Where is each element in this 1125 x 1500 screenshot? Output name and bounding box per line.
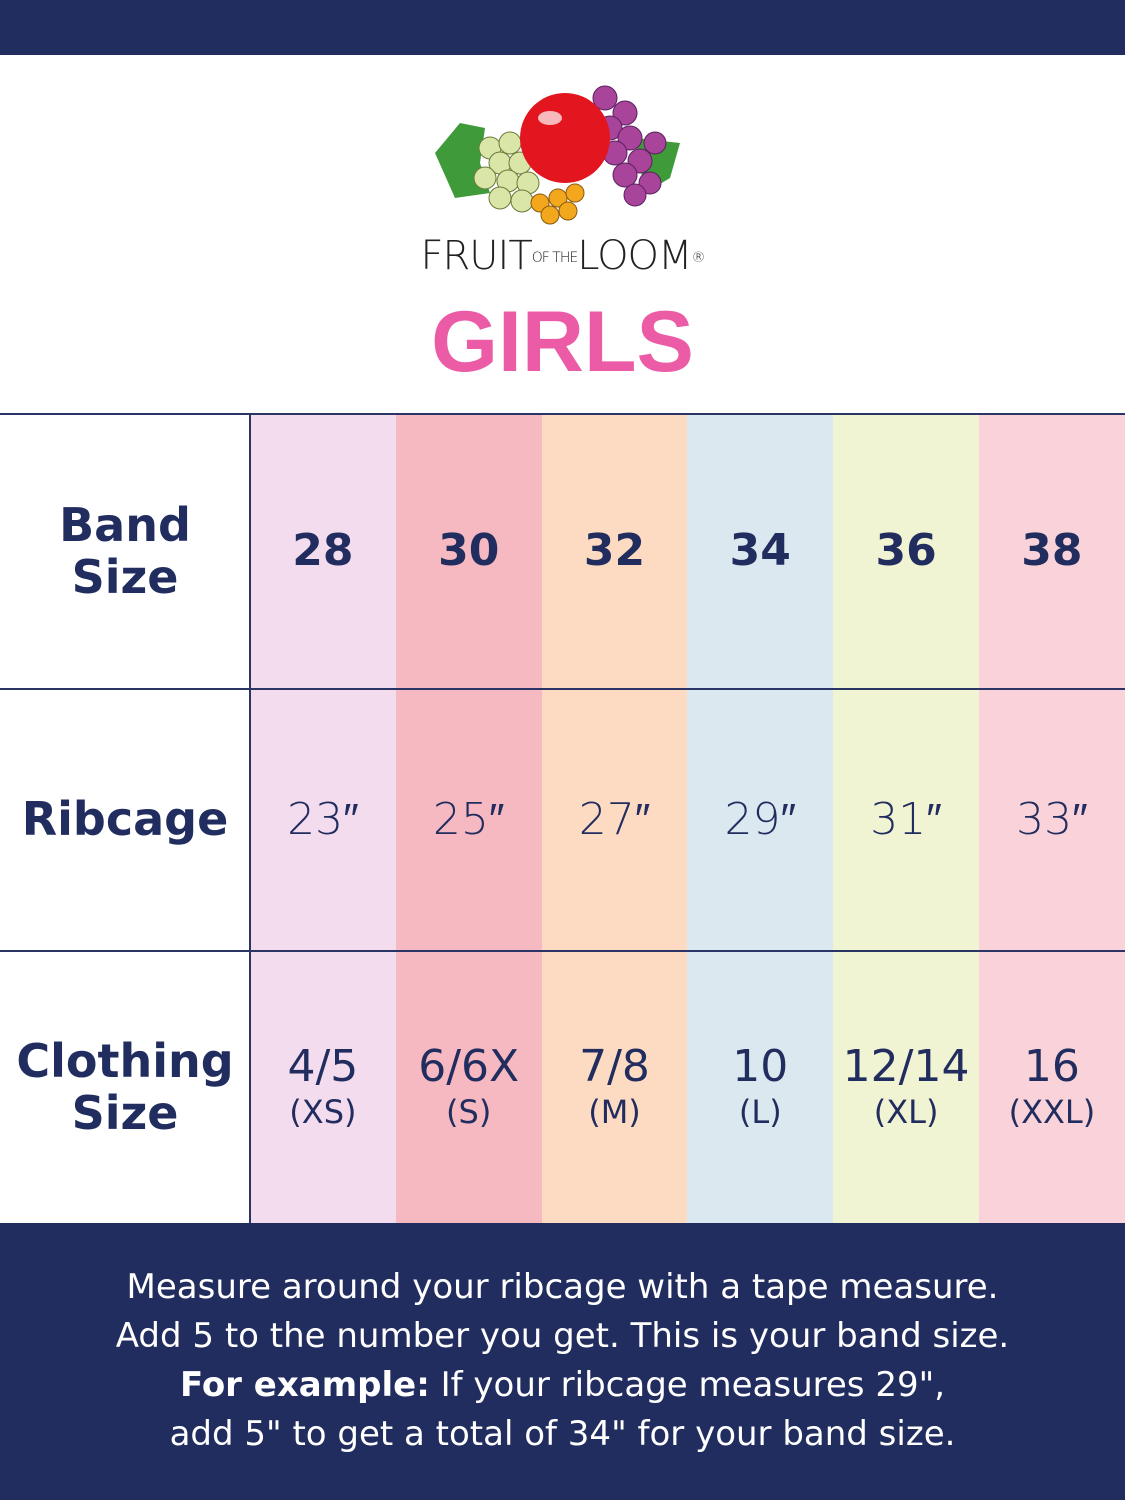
row-divider (0, 950, 1125, 952)
band-size-cell: 38 (1021, 525, 1083, 576)
row-divider (0, 688, 1125, 690)
size-column (250, 413, 396, 1223)
instruction-line: add 5" to get a total of 34" for your ba… (169, 1414, 956, 1454)
clothing-size: 16 (1023, 1040, 1080, 1092)
instructions-footer: Measure around your ribcage with a tape … (0, 1223, 1125, 1500)
size-chart-table: Band Size Ribcage Clothing Size 28 23″ 4/5… (0, 413, 1125, 1223)
letter-size: (XS) (289, 1092, 357, 1131)
letter-size: (M) (588, 1092, 641, 1131)
size-column (541, 413, 688, 1223)
row-header-clothing-size: Clothing Size (16, 1033, 234, 1140)
clothing-size-cell: 10 (L) (687, 950, 833, 1223)
column-divider (249, 413, 251, 1223)
band-size-cell: 32 (583, 525, 646, 576)
letter-size: (S) (446, 1092, 492, 1131)
letter-size: (L) (738, 1092, 782, 1131)
brand-wordmark: FRUITOF THELOOM® (420, 233, 705, 279)
row-divider (0, 413, 1125, 415)
band-size-cell: 36 (875, 525, 937, 576)
header: FRUITOF THELOOM® GIRLS (0, 55, 1125, 413)
page-title: GIRLS (431, 294, 694, 390)
row-header-band-size: Band Size (59, 497, 191, 604)
size-column (979, 413, 1125, 1223)
clothing-size-cell: 7/8 (M) (542, 950, 688, 1223)
ribcage-cell: 27″ (578, 793, 651, 845)
ribcage-cell: 23″ (287, 793, 359, 845)
clothing-size: 7/8 (579, 1040, 650, 1092)
clothing-size: 4/5 (287, 1040, 359, 1092)
band-size-cell: 28 (292, 525, 354, 576)
ribcage-cell: 31″ (870, 793, 942, 845)
instruction-line: Add 5 to the number you get. This is you… (115, 1316, 1010, 1356)
letter-size: (XL) (873, 1092, 939, 1131)
example-label: For example: (179, 1365, 430, 1405)
ribcage-cell: 29″ (724, 793, 797, 845)
band-size-cell: 30 (438, 525, 500, 576)
clothing-size: 12/14 (842, 1040, 970, 1092)
fruit-logo-icon (435, 85, 680, 225)
size-column (687, 413, 834, 1223)
size-column (395, 413, 542, 1223)
clothing-size-cell: 12/14 (XL) (833, 950, 979, 1223)
clothing-size-cell: 16 (XXL) (979, 950, 1125, 1223)
row-header-ribcage: Ribcage (21, 792, 229, 846)
clothing-size: 10 (732, 1040, 789, 1092)
instruction-line: Measure around your ribcage with a tape … (126, 1267, 999, 1307)
clothing-size-cell: 4/5 (XS) (250, 950, 396, 1223)
ribcage-cell: 33″ (1016, 793, 1088, 845)
clothing-size-cell: 6/6X (S) (396, 950, 542, 1223)
band-size-cell: 34 (729, 525, 791, 576)
letter-size: (XXL) (1008, 1092, 1096, 1131)
top-bar (0, 0, 1125, 55)
size-column (833, 413, 979, 1223)
instruction-line: For example: If your ribcage measures 29… (179, 1365, 946, 1405)
clothing-size: 6/6X (418, 1040, 520, 1092)
ribcage-cell: 25″ (432, 793, 505, 845)
